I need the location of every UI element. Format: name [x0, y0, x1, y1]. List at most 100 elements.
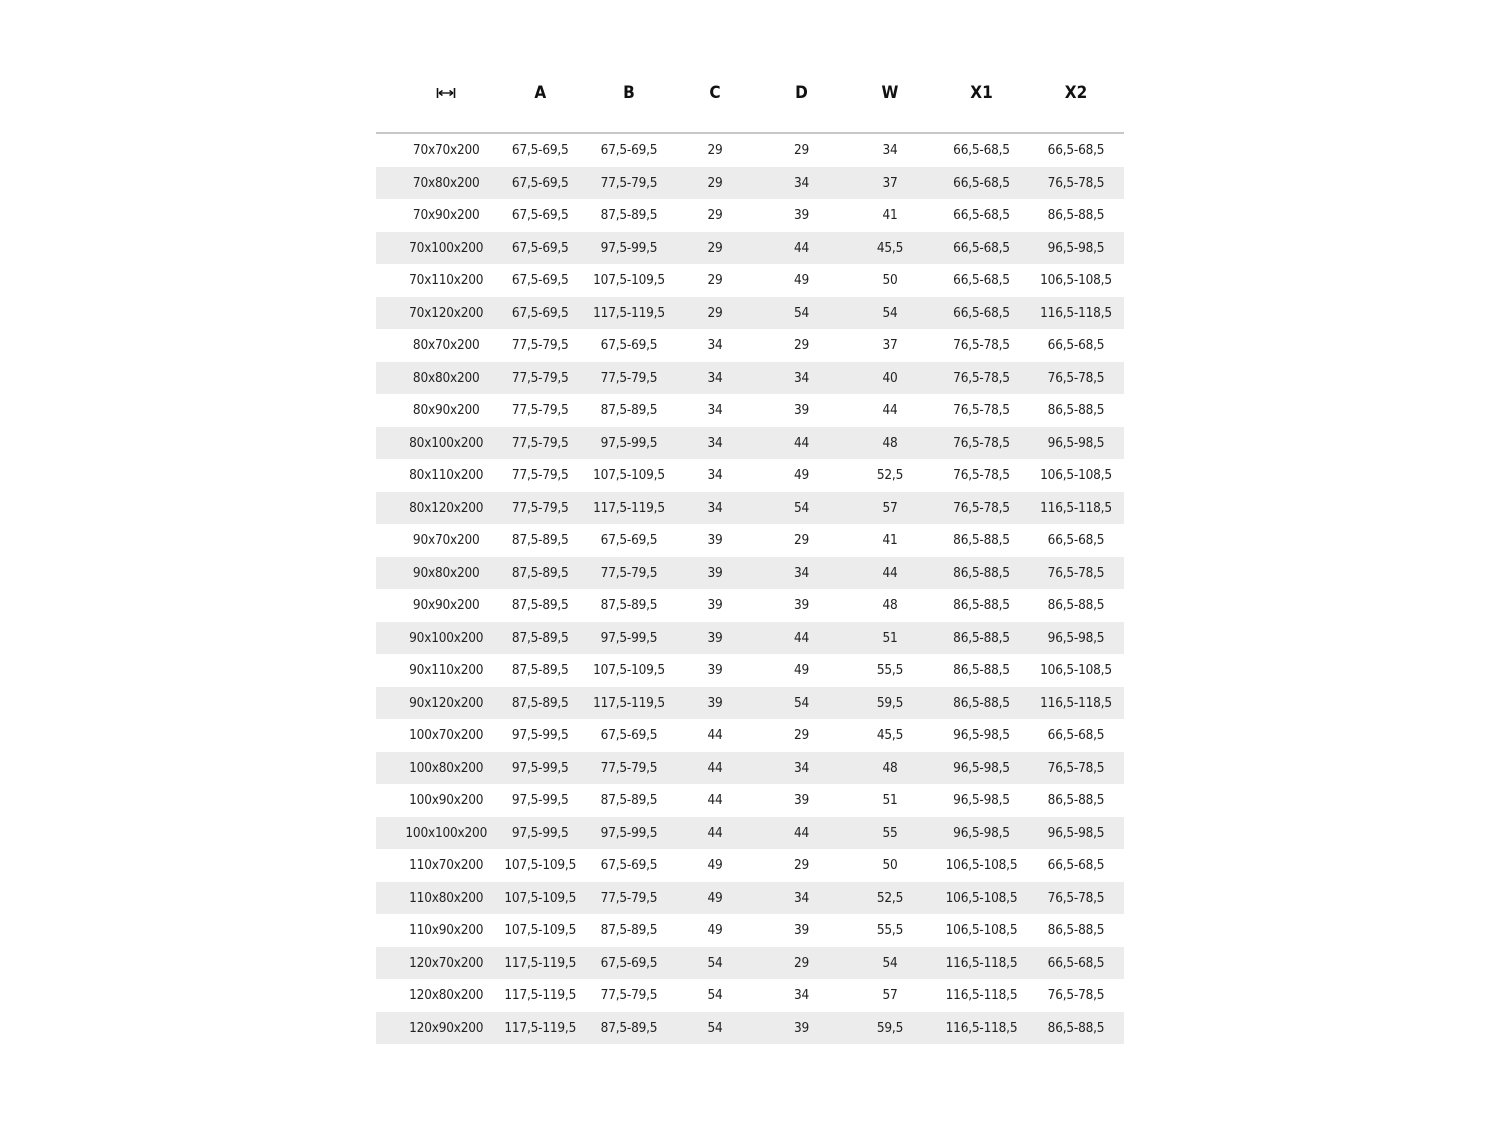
cell-size: 70x110x200 — [409, 272, 484, 289]
cell-a: 77,5-79,5 — [494, 426, 586, 459]
cell-size: 80x120x200 — [376, 491, 495, 524]
size-table: A B C D W X1 X2 70x70x200 67,5-69,5 67,5-6… — [376, 58, 1124, 1044]
table-row: 80x80x200 77,5-79,5 77,5-79,5 34 34 40 76,5-78… — [376, 361, 1124, 394]
cell-d: 49 — [793, 662, 810, 679]
cell-size: 120x70x200 — [376, 946, 495, 979]
cell-c: 44 — [707, 792, 723, 809]
cell-b: 87,5-89,5 — [586, 1011, 672, 1044]
cell-a: 67,5-69,5 — [511, 142, 569, 159]
cell-size: 90x120x200 — [376, 686, 495, 719]
table-row: 80x120x200 77,5-79,5 117,5-119,5 34 54 57 76,5… — [376, 491, 1124, 524]
cell-d: 34 — [758, 556, 845, 589]
cell-w: 54 — [845, 296, 935, 329]
cell-size: 110x90x200 — [409, 922, 484, 939]
cell-x2: 86,5-88,5 — [1047, 402, 1105, 419]
cell-d: 39 — [793, 922, 810, 939]
cell-d: 49 — [793, 467, 810, 484]
header-x1: X1 — [935, 58, 1028, 134]
cell-a: 87,5-89,5 — [494, 556, 586, 589]
cell-c: 39 — [707, 662, 723, 679]
cell-c: 49 — [707, 922, 723, 939]
cell-w: 52,5 — [845, 881, 935, 914]
cell-x1: 86,5-88,5 — [935, 686, 1028, 719]
cell-size: 90x90x200 — [412, 597, 480, 614]
cell-d: 44 — [758, 816, 845, 849]
cell-x1: 96,5-98,5 — [935, 751, 1028, 784]
cell-c: 29 — [707, 142, 723, 159]
cell-size: 100x80x200 — [376, 751, 495, 784]
cell-w: 45,5 — [845, 231, 935, 264]
table-row: 110x80x200 107,5-109,5 77,5-79,5 49 34 52,5 10… — [376, 881, 1124, 914]
cell-a: 77,5-79,5 — [511, 467, 569, 484]
cell-size: 80x80x200 — [376, 361, 495, 394]
cell-b: 77,5-79,5 — [600, 987, 658, 1004]
table-row: 70x90x200 67,5-69,5 87,5-89,5 29 39 41 66,5-68… — [376, 199, 1124, 232]
cell-w: 41 — [882, 532, 898, 549]
cell-size: 120x90x200 — [376, 1011, 495, 1044]
cell-x1: 86,5-88,5 — [953, 532, 1010, 549]
cell-d: 49 — [793, 272, 810, 289]
cell-x2: 96,5-98,5 — [1028, 816, 1124, 849]
cell-d: 39 — [758, 1011, 845, 1044]
cell-w: 51 — [882, 792, 898, 809]
cell-w: 55,5 — [876, 662, 904, 679]
cell-size: 70x70x200 — [412, 142, 480, 159]
cell-c: 39 — [707, 597, 723, 614]
cell-b: 67,5-69,5 — [600, 337, 658, 354]
cell-b: 87,5-89,5 — [600, 207, 658, 224]
cell-size: 80x110x200 — [409, 467, 484, 484]
cell-c: 29 — [672, 166, 758, 199]
cell-x1: 86,5-88,5 — [935, 621, 1028, 654]
cell-d: 39 — [793, 597, 810, 614]
cell-size: 90x100x200 — [376, 621, 495, 654]
cell-w: 57 — [882, 987, 898, 1004]
cell-w: 50 — [882, 857, 898, 874]
cell-x2: 76,5-78,5 — [1028, 556, 1124, 589]
cell-x2: 76,5-78,5 — [1028, 751, 1124, 784]
cell-c: 29 — [672, 296, 758, 329]
cell-d: 34 — [758, 361, 845, 394]
cell-x1: 96,5-98,5 — [953, 792, 1010, 809]
table-row: 90x90x200 87,5-89,5 87,5-89,5 39 39 48 86,5-88… — [376, 589, 1124, 622]
header-b: B — [586, 58, 672, 134]
cell-x2: 106,5-108,5 — [1040, 272, 1112, 289]
cell-b: 77,5-79,5 — [586, 361, 672, 394]
header-c: C — [672, 58, 758, 134]
table-row: 120x90x200 117,5-119,5 87,5-89,5 54 39 59,5 11… — [376, 1011, 1124, 1044]
cell-c: 34 — [672, 491, 758, 524]
cell-w: 37 — [882, 337, 898, 354]
table-row: 80x100x200 77,5-79,5 97,5-99,5 34 44 48 76,5-7… — [376, 426, 1124, 459]
cell-x1: 66,5-68,5 — [935, 296, 1028, 329]
cell-c: 39 — [707, 532, 723, 549]
cell-w: 48 — [882, 597, 898, 614]
cell-b: 77,5-79,5 — [586, 556, 672, 589]
cell-w: 45,5 — [876, 727, 904, 744]
cell-w: 34 — [882, 142, 898, 159]
cell-size: 80x90x200 — [412, 402, 480, 419]
cell-a: 77,5-79,5 — [511, 337, 569, 354]
table-row: 100x80x200 97,5-99,5 77,5-79,5 44 34 48 96,5-9… — [376, 751, 1124, 784]
cell-a: 107,5-109,5 — [504, 922, 577, 939]
cell-d: 29 — [793, 857, 810, 874]
cell-x2: 76,5-78,5 — [1047, 987, 1105, 1004]
cell-x1: 86,5-88,5 — [953, 597, 1010, 614]
cell-size: 90x80x200 — [376, 556, 495, 589]
cell-c: 54 — [672, 1011, 758, 1044]
cell-a: 87,5-89,5 — [494, 686, 586, 719]
table-row: 90x70x200 87,5-89,5 67,5-69,5 39 29 41 86,5-88… — [376, 524, 1124, 557]
cell-d: 44 — [758, 621, 845, 654]
cell-a: 77,5-79,5 — [511, 402, 569, 419]
cell-x2: 96,5-98,5 — [1028, 621, 1124, 654]
table-row: 80x70x200 77,5-79,5 67,5-69,5 34 29 37 76,5-78… — [376, 329, 1124, 362]
header-size — [376, 58, 495, 134]
cell-d: 54 — [758, 491, 845, 524]
cell-w: 44 — [882, 402, 898, 419]
cell-c: 34 — [707, 402, 723, 419]
cell-x2: 66,5-68,5 — [1047, 142, 1105, 159]
cell-b: 117,5-119,5 — [586, 491, 672, 524]
cell-a: 97,5-99,5 — [511, 727, 569, 744]
cell-c: 44 — [707, 727, 723, 744]
cell-a: 87,5-89,5 — [511, 597, 569, 614]
cell-x1: 76,5-78,5 — [935, 426, 1028, 459]
cell-size: 90x110x200 — [409, 662, 484, 679]
